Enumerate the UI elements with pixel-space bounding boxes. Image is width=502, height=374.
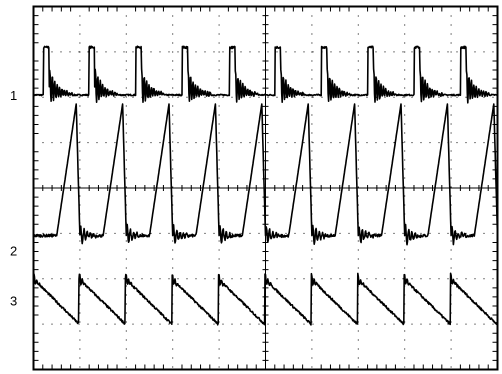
trace-channel-2 — [32, 103, 499, 246]
channel-label-3: 3 — [10, 294, 17, 309]
channel-label-2: 2 — [10, 244, 17, 259]
trace-channel-3 — [32, 272, 498, 326]
plot-border — [32, 5, 499, 371]
traces — [32, 45, 499, 326]
channel-labels: 1 2 3 — [10, 88, 17, 309]
trace-channel-1 — [32, 45, 498, 104]
channel-label-1: 1 — [10, 88, 17, 103]
